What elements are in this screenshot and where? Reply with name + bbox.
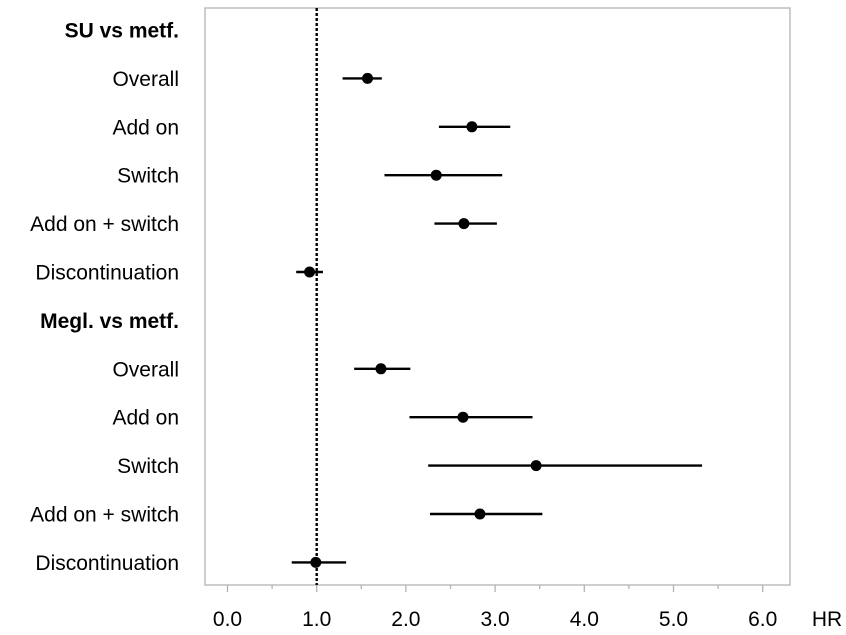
- group-label: SU vs metf.: [65, 20, 179, 43]
- row-label: Overall: [112, 68, 179, 91]
- x-tick-label: 0.0: [213, 608, 242, 631]
- plot-frame: [204, 7, 791, 586]
- x-tick-label: 2.0: [391, 608, 420, 631]
- hr-point: [466, 121, 478, 133]
- x-tick-label: 1.0: [302, 608, 331, 631]
- row-label: Add on + switch: [30, 504, 179, 527]
- row-label: Add on: [112, 407, 179, 430]
- hr-point: [457, 411, 469, 423]
- hr-point: [458, 218, 470, 230]
- hr-point: [530, 460, 542, 472]
- row-label: Add on + switch: [30, 213, 179, 236]
- row-label: Add on: [112, 116, 179, 139]
- hr-point: [474, 508, 486, 520]
- hr-point: [304, 266, 316, 278]
- x-tick-label: 4.0: [570, 608, 599, 631]
- row-label: Overall: [112, 358, 179, 381]
- row-labels: SU vs metf. Overall Add on Switch Add on + s…: [30, 20, 179, 575]
- plot-area: [291, 8, 703, 585]
- x-axis-label: HR: [812, 608, 842, 631]
- hr-point: [362, 72, 374, 84]
- x-tick-label: 5.0: [659, 608, 688, 631]
- hr-point: [310, 556, 322, 568]
- row-label: Switch: [117, 455, 179, 478]
- group-label: Megl. vs metf.: [40, 310, 179, 333]
- row-label: Switch: [117, 165, 179, 188]
- row-label: Discontinuation: [35, 262, 179, 285]
- row-label: Discontinuation: [35, 552, 179, 575]
- x-axis: 0.0 1.0 2.0 3.0 4.0 5.0 6.0: [213, 585, 777, 631]
- x-tick-label: 6.0: [748, 608, 777, 631]
- hr-point: [430, 169, 442, 181]
- hr-point: [375, 363, 387, 375]
- x-tick-label: 3.0: [480, 608, 509, 631]
